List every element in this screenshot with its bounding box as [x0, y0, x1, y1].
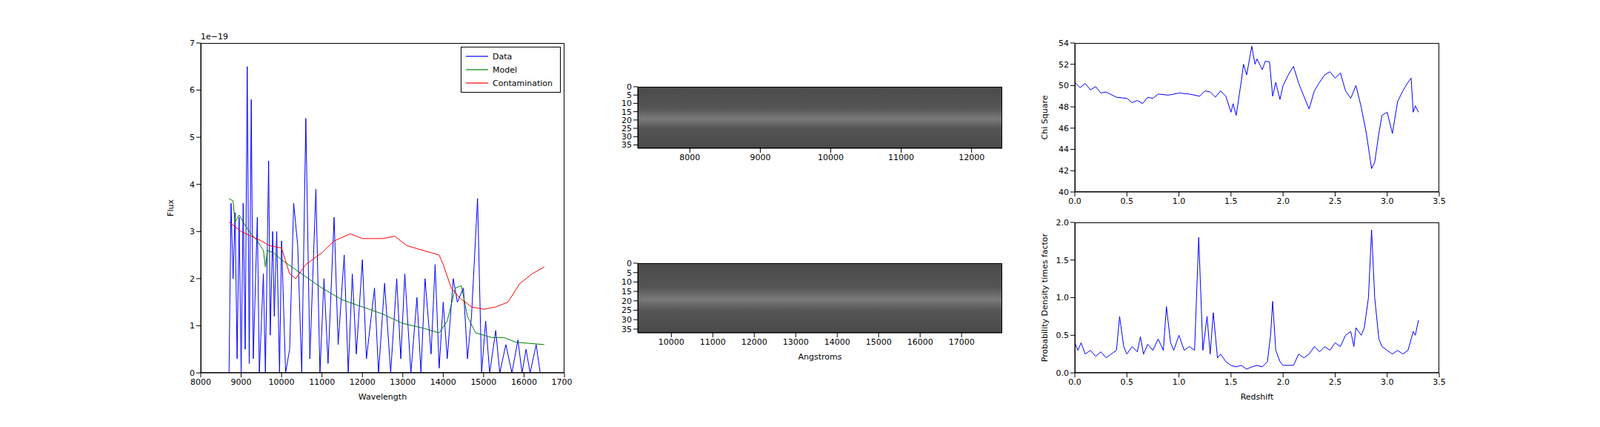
svg-text:0: 0	[626, 82, 632, 92]
svg-text:0.0: 0.0	[1068, 196, 1082, 206]
svg-text:52: 52	[1058, 60, 1069, 70]
html-text:Data: Data	[492, 51, 513, 62]
svg-text:2.5: 2.5	[1328, 377, 1343, 387]
svg-text:11000: 11000	[888, 152, 915, 163]
svg-text:8000: 8000	[679, 152, 700, 163]
svg-text:11000: 11000	[308, 377, 335, 387]
svg-text:12000: 12000	[349, 377, 376, 387]
svg-text:10: 10	[621, 277, 632, 287]
svg-text:25: 25	[621, 123, 632, 134]
svg-text:9000: 9000	[749, 152, 771, 163]
svg-text:35: 35	[621, 140, 632, 150]
svg-text:16000: 16000	[907, 337, 934, 347]
svg-text:1.0: 1.0	[1172, 196, 1186, 206]
svg-text:16000: 16000	[511, 377, 538, 387]
svg-text:2.5: 2.5	[1328, 196, 1343, 206]
svg-text:30: 30	[621, 314, 632, 325]
svg-text:25: 25	[621, 305, 632, 315]
svg-text:15: 15	[621, 107, 632, 117]
svg-text:0.0: 0.0	[1056, 368, 1070, 378]
svg-text:5: 5	[626, 90, 632, 101]
svg-text:10: 10	[621, 98, 632, 109]
svg-text:46: 46	[1058, 123, 1069, 134]
svg-text:12000: 12000	[741, 337, 768, 347]
svg-text:17000: 17000	[948, 337, 975, 347]
svg-text:10000: 10000	[817, 152, 844, 163]
svg-text:3.5: 3.5	[1432, 377, 1446, 387]
svg-text:1: 1	[189, 320, 195, 331]
svg-text:13000: 13000	[782, 337, 809, 347]
svg-text:54: 54	[1058, 38, 1069, 49]
svg-text:0.0: 0.0	[1068, 377, 1082, 387]
svg-text:8000: 8000	[190, 377, 212, 387]
svg-text:4: 4	[189, 180, 195, 190]
svg-text:15000: 15000	[470, 377, 497, 387]
svg-text:Wavelength: Wavelength	[358, 391, 407, 401]
svg-text:15: 15	[621, 286, 632, 297]
svg-text:1.5: 1.5	[1056, 255, 1070, 266]
svg-text:20: 20	[621, 296, 632, 306]
svg-text:0.5: 0.5	[1120, 377, 1135, 387]
svg-text:Angstroms: Angstroms	[798, 351, 843, 361]
svg-text:11000: 11000	[700, 337, 726, 347]
svg-text:13000: 13000	[389, 377, 416, 387]
svg-text:7: 7	[189, 38, 195, 49]
svg-text:15000: 15000	[865, 337, 892, 347]
svg-text:Redshift: Redshift	[1240, 391, 1275, 401]
svg-text:0.5: 0.5	[1056, 330, 1070, 340]
svg-text:2: 2	[189, 274, 195, 284]
svg-text:50: 50	[1058, 80, 1069, 91]
svg-text:40: 40	[1058, 187, 1069, 198]
svg-text:1.0: 1.0	[1056, 292, 1070, 303]
svg-text:10000: 10000	[658, 337, 685, 347]
svg-text:5: 5	[189, 132, 195, 143]
svg-text:1.5: 1.5	[1224, 377, 1238, 387]
svg-text:20: 20	[621, 115, 632, 126]
svg-text:Flux: Flux	[165, 199, 176, 217]
svg-text:0: 0	[189, 368, 195, 378]
svg-text:1.5: 1.5	[1224, 196, 1238, 206]
svg-text:10000: 10000	[268, 377, 295, 387]
svg-text:44: 44	[1058, 144, 1069, 155]
svg-text:12000: 12000	[958, 152, 985, 163]
svg-text:3.0: 3.0	[1380, 196, 1395, 206]
svg-text:48: 48	[1058, 102, 1069, 112]
html-text:Contamination: Contamination	[492, 78, 553, 88]
svg-text:2.0: 2.0	[1276, 377, 1290, 387]
svg-text:9000: 9000	[231, 377, 252, 387]
svg-text:3: 3	[189, 226, 195, 237]
svg-text:Probability Density times fact: Probability Density times factor	[1040, 232, 1050, 362]
svg-text:0.5: 0.5	[1120, 196, 1135, 206]
svg-text:2.0: 2.0	[1276, 196, 1290, 206]
svg-text:14000: 14000	[430, 377, 457, 387]
svg-text:0: 0	[626, 258, 632, 269]
svg-text:30: 30	[621, 132, 632, 142]
svg-text:3.5: 3.5	[1432, 196, 1446, 206]
svg-text:2.0: 2.0	[1056, 217, 1070, 228]
svg-text:3.0: 3.0	[1380, 377, 1395, 387]
svg-text:5: 5	[626, 268, 632, 278]
svg-text:6: 6	[189, 85, 195, 95]
svg-text:35: 35	[621, 324, 632, 335]
svg-text:Chi Square: Chi Square	[1040, 94, 1050, 140]
html-text:1e−19: 1e−19	[200, 31, 229, 42]
svg-text:1.0: 1.0	[1172, 377, 1186, 387]
svg-text:42: 42	[1058, 165, 1069, 176]
html-text:Model: Model	[492, 64, 518, 75]
svg-text:17000: 17000	[551, 377, 573, 387]
svg-text:14000: 14000	[824, 337, 851, 347]
